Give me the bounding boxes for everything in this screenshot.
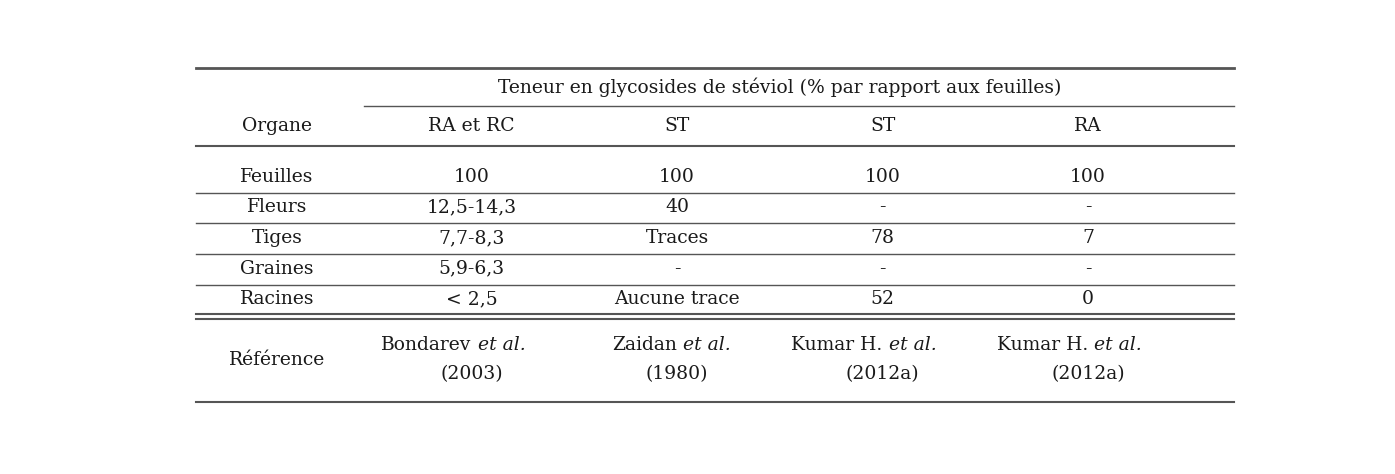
Text: Référence: Référence	[229, 351, 325, 369]
Text: -: -	[879, 198, 886, 216]
Text: 52: 52	[870, 290, 894, 308]
Text: (2012a): (2012a)	[1050, 365, 1124, 383]
Text: 12,5-14,3: 12,5-14,3	[427, 198, 516, 216]
Text: 100: 100	[453, 168, 490, 186]
Text: -: -	[879, 260, 886, 278]
Text: Kumar H.: Kumar H.	[996, 336, 1088, 354]
Text: Zaidan: Zaidan	[612, 336, 677, 354]
Text: et al.: et al.	[883, 336, 936, 354]
Text: RA: RA	[1074, 117, 1102, 135]
Text: et al.: et al.	[1088, 336, 1141, 354]
Text: 100: 100	[660, 168, 695, 186]
Text: ST: ST	[870, 117, 896, 135]
Text: < 2,5: < 2,5	[446, 290, 498, 308]
Text: Tiges: Tiges	[251, 229, 303, 247]
Text: Fleurs: Fleurs	[247, 198, 307, 216]
Text: (1980): (1980)	[646, 365, 709, 383]
Text: -: -	[1085, 260, 1091, 278]
Text: 100: 100	[1070, 168, 1106, 186]
Text: Aucune trace: Aucune trace	[614, 290, 739, 308]
Text: -: -	[1085, 198, 1091, 216]
Text: Kumar H.: Kumar H.	[791, 336, 883, 354]
Text: 0: 0	[1083, 290, 1094, 308]
Text: 5,9-6,3: 5,9-6,3	[438, 260, 505, 278]
Text: (2003): (2003)	[441, 365, 504, 383]
Text: 40: 40	[665, 198, 689, 216]
Text: et al.: et al.	[677, 336, 731, 354]
Text: Organe: Organe	[243, 117, 312, 135]
Text: 7,7-8,3: 7,7-8,3	[438, 229, 505, 247]
Text: Racines: Racines	[240, 290, 314, 308]
Text: Bondarev: Bondarev	[381, 336, 472, 354]
Text: et al.: et al.	[472, 336, 526, 354]
Text: Teneur en glycosides de stéviol (% par rapport aux feuilles): Teneur en glycosides de stéviol (% par r…	[498, 77, 1062, 97]
Text: (2012a): (2012a)	[845, 365, 919, 383]
Text: 7: 7	[1083, 229, 1094, 247]
Text: ST: ST	[664, 117, 689, 135]
Text: RA et RC: RA et RC	[428, 117, 515, 135]
Text: Graines: Graines	[240, 260, 314, 278]
Text: Feuilles: Feuilles	[240, 168, 314, 186]
Text: 100: 100	[865, 168, 900, 186]
Text: 78: 78	[870, 229, 894, 247]
Text: -: -	[674, 260, 681, 278]
Text: Traces: Traces	[646, 229, 709, 247]
